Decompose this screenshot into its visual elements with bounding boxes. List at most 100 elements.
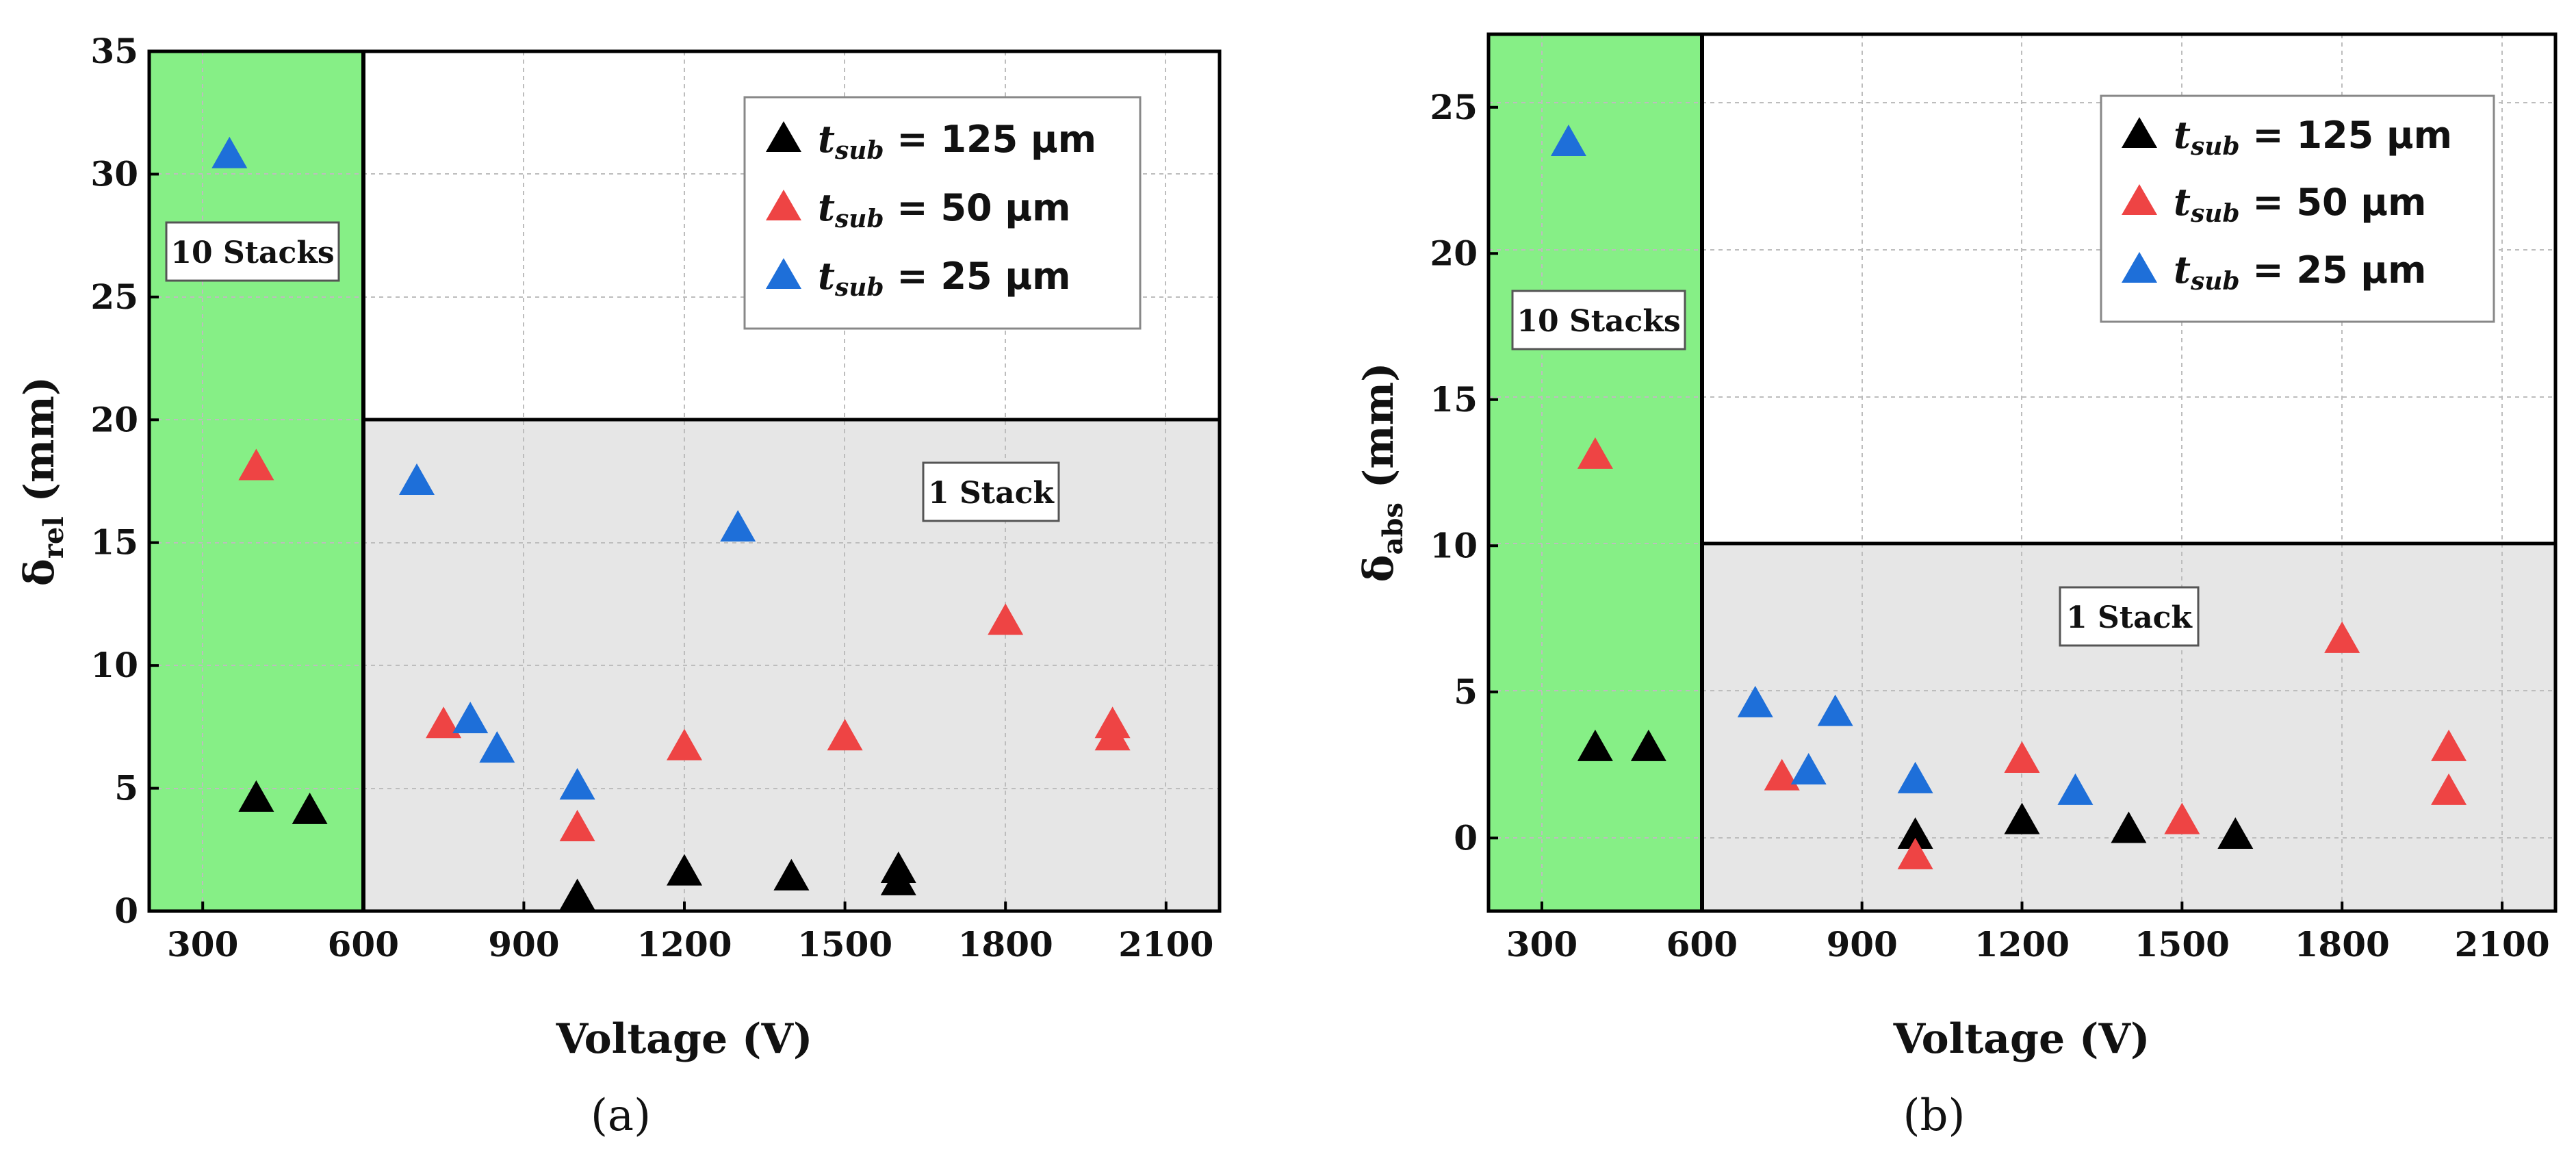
- chart-a-y-tick-label: 10: [90, 645, 138, 685]
- chart-a-points: [211, 136, 1131, 910]
- chart-a-label-10-stacks: 10 Stacks: [170, 235, 334, 270]
- chart-b-point-25: [2057, 773, 2094, 805]
- chart-a-y-ticks: 0 5 10 15 20 25 30 35: [90, 31, 159, 931]
- chart-b-y-ticks: 0 5 10 15 20 25: [1430, 87, 1498, 858]
- chart-a-box-1-stack: 1 Stack: [922, 461, 1060, 522]
- chart-a-point-125: [880, 863, 916, 895]
- chart-a-point-25: [399, 463, 435, 495]
- chart-a-point-125: [238, 780, 274, 812]
- chart-b-y-tick-label: 0: [1454, 817, 1478, 858]
- chart-a-legend-entry-25: tsub = 25 μm: [818, 254, 1070, 302]
- chart-b-box-1-stack: 1 Stack: [2059, 586, 2200, 647]
- chart-a-point-125: [667, 854, 702, 886]
- chart-b-point-50: [2164, 802, 2200, 834]
- chart-a-point-50: [667, 728, 702, 761]
- chart-a-caption: (a): [591, 1090, 651, 1141]
- chart-a-y-axis-label: δrel (mm): [16, 376, 70, 586]
- chart-b-point-50: [2324, 621, 2360, 653]
- chart-b-point-50: [2431, 773, 2467, 805]
- chart-b-x-tick-label: 300: [1506, 924, 1577, 964]
- chart-b-x-tick-label: 900: [1826, 924, 1897, 964]
- chart-b-point-25: [1737, 685, 1773, 717]
- chart-a-box-10-stacks: 10 Stacks: [165, 221, 340, 282]
- chart-b: 10 Stacks 1 Stack tsub = 125 μm tsub = 5…: [1355, 32, 2558, 1141]
- chart-b-point-125: [1897, 817, 1933, 849]
- chart-b-y-tick-label: 10: [1430, 525, 1478, 565]
- chart-b-x-tick-label: 1200: [1974, 924, 2070, 964]
- chart-a-point-50: [988, 603, 1024, 635]
- chart-a-legend-marker-25: [766, 258, 801, 289]
- chart-b-x-axis-label: Voltage (V): [1893, 1015, 2150, 1063]
- chart-b-point-50: [2431, 729, 2467, 761]
- chart-b-legend-entry-25: tsub = 25 μm: [2174, 248, 2426, 296]
- chart-b-y-tick-label: 25: [1430, 87, 1478, 127]
- chart-b-point-25: [1897, 761, 1933, 793]
- chart-a-region-10-stacks: [149, 51, 363, 911]
- chart-a: 10 Stacks 1 Stack tsub = 125 μm tsub = 5…: [16, 31, 1222, 1141]
- chart-a-y-tick-label: 25: [90, 277, 138, 317]
- chart-b-legend-marker-50: [2122, 184, 2157, 215]
- chart-a-x-ticks: 300 600 900 1200 1500 1800 2100: [167, 902, 1213, 964]
- chart-a-point-25: [479, 731, 515, 763]
- chart-a-x-tick-label: 600: [328, 924, 399, 964]
- chart-b-legend-marker-125: [2122, 117, 2157, 148]
- chart-b-box-10-stacks: 10 Stacks: [1511, 290, 1686, 350]
- chart-b-x-tick-label: 2100: [2454, 924, 2549, 964]
- chart-a-x-tick-label: 300: [167, 924, 238, 964]
- chart-a-x-tick-label: 1200: [636, 924, 732, 964]
- chart-b-x-tick-label: 1800: [2295, 924, 2390, 964]
- chart-a-legend-marker-50: [766, 190, 801, 220]
- chart-b-label-10-stacks: 10 Stacks: [1517, 304, 1680, 339]
- chart-a-y-tick-label: 5: [114, 768, 138, 808]
- chart-b-point-50: [1764, 758, 1800, 791]
- chart-a-point-50: [827, 719, 863, 751]
- chart-a-x-tick-label: 1800: [958, 924, 1053, 964]
- chart-b-points: [1550, 124, 2467, 869]
- chart-a-x-tick-label: 900: [488, 924, 559, 964]
- chart-a-point-50: [238, 448, 274, 481]
- chart-b-legend-entry-50: tsub = 50 μm: [2174, 180, 2426, 228]
- chart-a-legend-entry-125: tsub = 125 μm: [818, 117, 1096, 165]
- chart-b-point-125: [2217, 817, 2254, 849]
- chart-a-point-125: [559, 878, 595, 910]
- chart-b-x-ticks: 300 600 900 1200 1500 1800 2100: [1506, 902, 2550, 964]
- chart-b-x-tick-label: 600: [1666, 924, 1738, 964]
- chart-a-legend: tsub = 125 μm tsub = 50 μm tsub = 25 μm: [743, 96, 1142, 330]
- chart-b-point-125: [2004, 802, 2040, 834]
- chart-a-label-1-stack: 1 Stack: [928, 476, 1055, 511]
- chart-b-legend-marker-25: [2122, 252, 2157, 283]
- chart-b-x-tick-label: 1500: [2135, 924, 2230, 964]
- chart-b-point-25: [1790, 753, 1827, 785]
- chart-a-point-125: [292, 792, 328, 824]
- chart-b-y-axis-label: δabs (mm): [1355, 362, 1409, 582]
- chart-a-y-tick-label: 0: [114, 891, 138, 931]
- chart-b-legend: tsub = 125 μm tsub = 50 μm tsub = 25 μm: [2100, 94, 2495, 323]
- chart-a-point-50: [559, 809, 595, 841]
- chart-b-point-125: [1630, 729, 1666, 761]
- chart-a-x-tick-label: 1500: [797, 924, 892, 964]
- chart-a-point-50: [1094, 719, 1131, 751]
- chart-b-y-tick-label: 20: [1430, 233, 1478, 273]
- chart-b-point-125: [2111, 811, 2147, 843]
- chart-b-region-borders: [1700, 34, 2555, 911]
- chart-b-region-10-stacks: [1489, 34, 1702, 911]
- chart-b-point-25: [1817, 694, 1853, 726]
- chart-b-point-50: [1577, 437, 1613, 469]
- chart-a-point-125: [773, 858, 810, 891]
- chart-a-region-borders: [361, 51, 1220, 911]
- chart-b-point-125: [1577, 729, 1613, 761]
- chart-a-y-tick-label: 20: [90, 399, 138, 439]
- chart-a-point-25: [720, 510, 756, 542]
- chart-b-point-50: [1897, 837, 1933, 869]
- chart-b-legend-entry-125: tsub = 125 μm: [2174, 113, 2452, 161]
- chart-b-point-25: [1550, 124, 1586, 156]
- chart-a-legend-marker-125: [766, 121, 801, 152]
- chart-b-y-tick-label: 15: [1430, 379, 1478, 420]
- chart-b-y-tick-label: 5: [1454, 672, 1478, 712]
- chart-a-x-tick-label: 2100: [1118, 924, 1213, 964]
- chart-a-legend-entry-50: tsub = 50 μm: [818, 186, 1070, 233]
- chart-a-y-tick-label: 35: [90, 31, 138, 71]
- chart-a-y-tick-label: 30: [90, 153, 138, 194]
- chart-b-point-50: [2004, 741, 2040, 773]
